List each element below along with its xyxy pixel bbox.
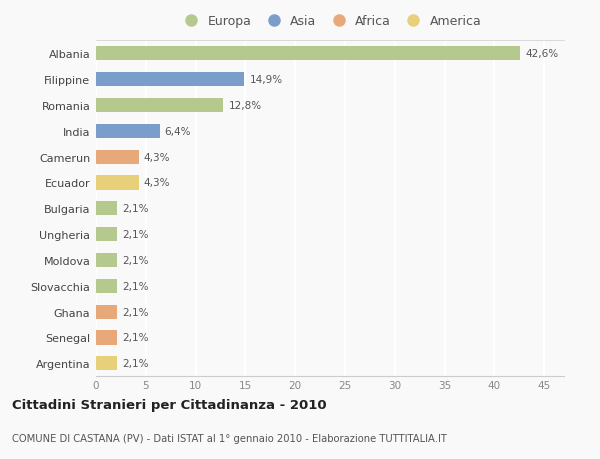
Text: 14,9%: 14,9% — [250, 75, 283, 85]
Text: 2,1%: 2,1% — [122, 281, 148, 291]
Bar — [96, 47, 520, 62]
Bar — [96, 150, 139, 164]
Bar — [96, 356, 117, 370]
Text: 2,1%: 2,1% — [122, 307, 148, 317]
Bar — [96, 330, 117, 345]
Text: 2,1%: 2,1% — [122, 255, 148, 265]
Bar — [96, 253, 117, 268]
Bar — [96, 228, 117, 242]
Text: 2,1%: 2,1% — [122, 358, 148, 369]
Legend: Europa, Asia, Africa, America: Europa, Asia, Africa, America — [179, 16, 481, 28]
Bar — [96, 176, 139, 190]
Bar — [96, 99, 223, 113]
Text: Cittadini Stranieri per Cittadinanza - 2010: Cittadini Stranieri per Cittadinanza - 2… — [12, 398, 326, 412]
Text: 4,3%: 4,3% — [144, 152, 170, 162]
Bar — [96, 73, 244, 87]
Bar — [96, 124, 160, 139]
Text: 2,1%: 2,1% — [122, 333, 148, 343]
Bar — [96, 202, 117, 216]
Text: 2,1%: 2,1% — [122, 230, 148, 240]
Text: 6,4%: 6,4% — [165, 127, 191, 136]
Text: COMUNE DI CASTANA (PV) - Dati ISTAT al 1° gennaio 2010 - Elaborazione TUTTITALIA: COMUNE DI CASTANA (PV) - Dati ISTAT al 1… — [12, 433, 447, 442]
Text: 2,1%: 2,1% — [122, 204, 148, 214]
Text: 12,8%: 12,8% — [229, 101, 262, 111]
Bar — [96, 279, 117, 293]
Text: 42,6%: 42,6% — [525, 49, 558, 59]
Text: 4,3%: 4,3% — [144, 178, 170, 188]
Bar — [96, 305, 117, 319]
